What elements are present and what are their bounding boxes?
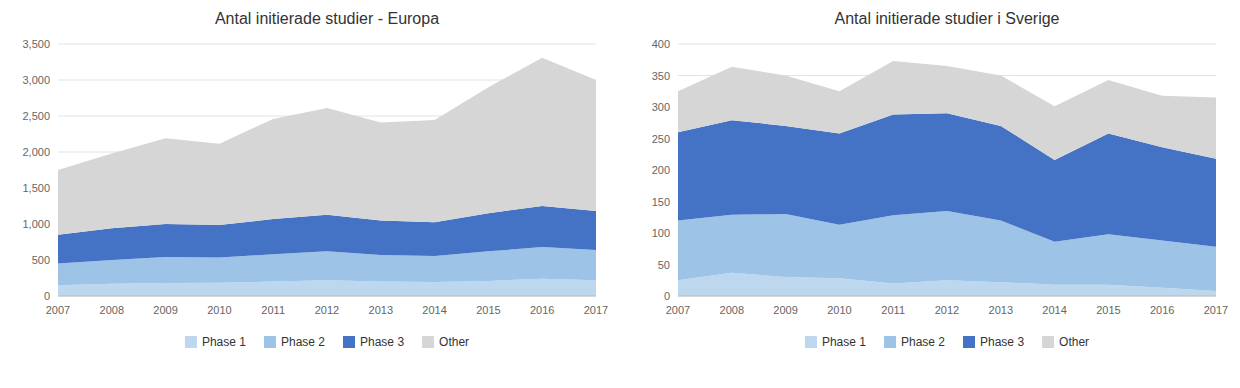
x-tick-label: 2014 <box>1042 304 1066 316</box>
y-tick-label: 300 <box>652 101 670 113</box>
x-axis: 2007 2008 2009 2010 2011 2012 2013 2014 2015 2016… <box>666 296 1228 316</box>
x-tick-label: 2016 <box>1150 304 1174 316</box>
y-tick-label: 2,500 <box>22 110 50 122</box>
areas <box>678 61 1216 296</box>
x-tick-label: 2015 <box>476 304 500 316</box>
grid-line <box>58 44 596 45</box>
y-tick-label: 200 <box>652 164 670 176</box>
y-tick-label: 3,000 <box>22 74 50 86</box>
title: Antal initierade studier - Europa <box>215 10 439 27</box>
x-tick-label: 2009 <box>773 304 797 316</box>
legend: Phase 1 Phase 2 Phase 3 Other <box>185 335 469 349</box>
y-tick-label: 3,500 <box>22 38 50 50</box>
legend-swatch <box>1042 336 1054 348</box>
x-tick-label: 2008 <box>720 304 744 316</box>
x-tick-label: 2014 <box>422 304 446 316</box>
y-tick-label: 250 <box>652 133 670 145</box>
y-tick-label: 150 <box>652 196 670 208</box>
y-tick-label: 1,000 <box>22 218 50 230</box>
x-tick-label: 2009 <box>153 304 177 316</box>
x-axis: 2007 2008 2009 2010 2011 2012 2013 2014 2015 2016… <box>46 296 608 316</box>
y-tick-label: 400 <box>652 38 670 50</box>
x-tick-label: 2015 <box>1096 304 1120 316</box>
x-tick-label: 2008 <box>100 304 124 316</box>
x-tick-label: 2011 <box>881 304 905 316</box>
legend-swatch <box>884 336 896 348</box>
x-tick-label: 2011 <box>261 304 285 316</box>
y-tick-label: 500 <box>32 254 50 266</box>
x-tick-label: 2012 <box>315 304 339 316</box>
chart: Antal initierade studier - Europa 0 500 1,0… <box>0 0 620 388</box>
grid-line <box>678 44 1216 45</box>
legend-label: Phase 1 <box>202 335 246 349</box>
x-axis-line <box>678 296 1216 297</box>
y-tick-label: 1,500 <box>22 182 50 194</box>
y-tick-label: 2,000 <box>22 146 50 158</box>
x-tick-label: 2012 <box>935 304 959 316</box>
y-tick-label: 0 <box>44 290 50 302</box>
y-axis: 0 500 1,000 1,500 2,000 2,500 3,000 3,500 <box>22 38 596 302</box>
x-tick-label: 2017 <box>1204 304 1228 316</box>
title: Antal initierade studier i Sverige <box>834 10 1059 27</box>
areas <box>58 58 596 296</box>
legend-label: Phase 1 <box>822 335 866 349</box>
y-tick-label: 0 <box>664 290 670 302</box>
x-tick-label: 2017 <box>584 304 608 316</box>
y-tick-label: 350 <box>652 70 670 82</box>
y-tick-label: 50 <box>658 259 670 271</box>
legend-label: Other <box>1059 335 1089 349</box>
legend-swatch <box>963 336 975 348</box>
legend-swatch <box>422 336 434 348</box>
x-tick-label: 2013 <box>369 304 393 316</box>
legend-label: Other <box>439 335 469 349</box>
legend-swatch <box>343 336 355 348</box>
legend-label: Phase 2 <box>281 335 325 349</box>
x-tick-label: 2010 <box>207 304 231 316</box>
legend-swatch <box>264 336 276 348</box>
x-tick-label: 2013 <box>989 304 1013 316</box>
legend-swatch <box>185 336 197 348</box>
x-tick-label: 2007 <box>666 304 690 316</box>
area <box>678 61 1216 160</box>
area <box>58 58 596 235</box>
grid-line <box>678 296 1216 297</box>
y-tick-label: 100 <box>652 227 670 239</box>
legend-label: Phase 3 <box>360 335 404 349</box>
x-tick-label: 2007 <box>46 304 70 316</box>
legend-swatch <box>805 336 817 348</box>
grid-line <box>58 296 596 297</box>
legend: Phase 1 Phase 2 Phase 3 Other <box>805 335 1089 349</box>
x-tick-label: 2010 <box>827 304 851 316</box>
legend-label: Phase 2 <box>901 335 945 349</box>
x-tick-label: 2016 <box>530 304 554 316</box>
legend-label: Phase 3 <box>980 335 1024 349</box>
chart: Antal initierade studier i Sverige 0 50 100… <box>620 0 1240 388</box>
page: {"chart_data": [ {"type": "area", "stack… <box>0 0 1240 388</box>
y-axis: 0 50 100 150 200 250 300 350 400 <box>652 38 1216 302</box>
x-axis-line <box>58 296 596 297</box>
